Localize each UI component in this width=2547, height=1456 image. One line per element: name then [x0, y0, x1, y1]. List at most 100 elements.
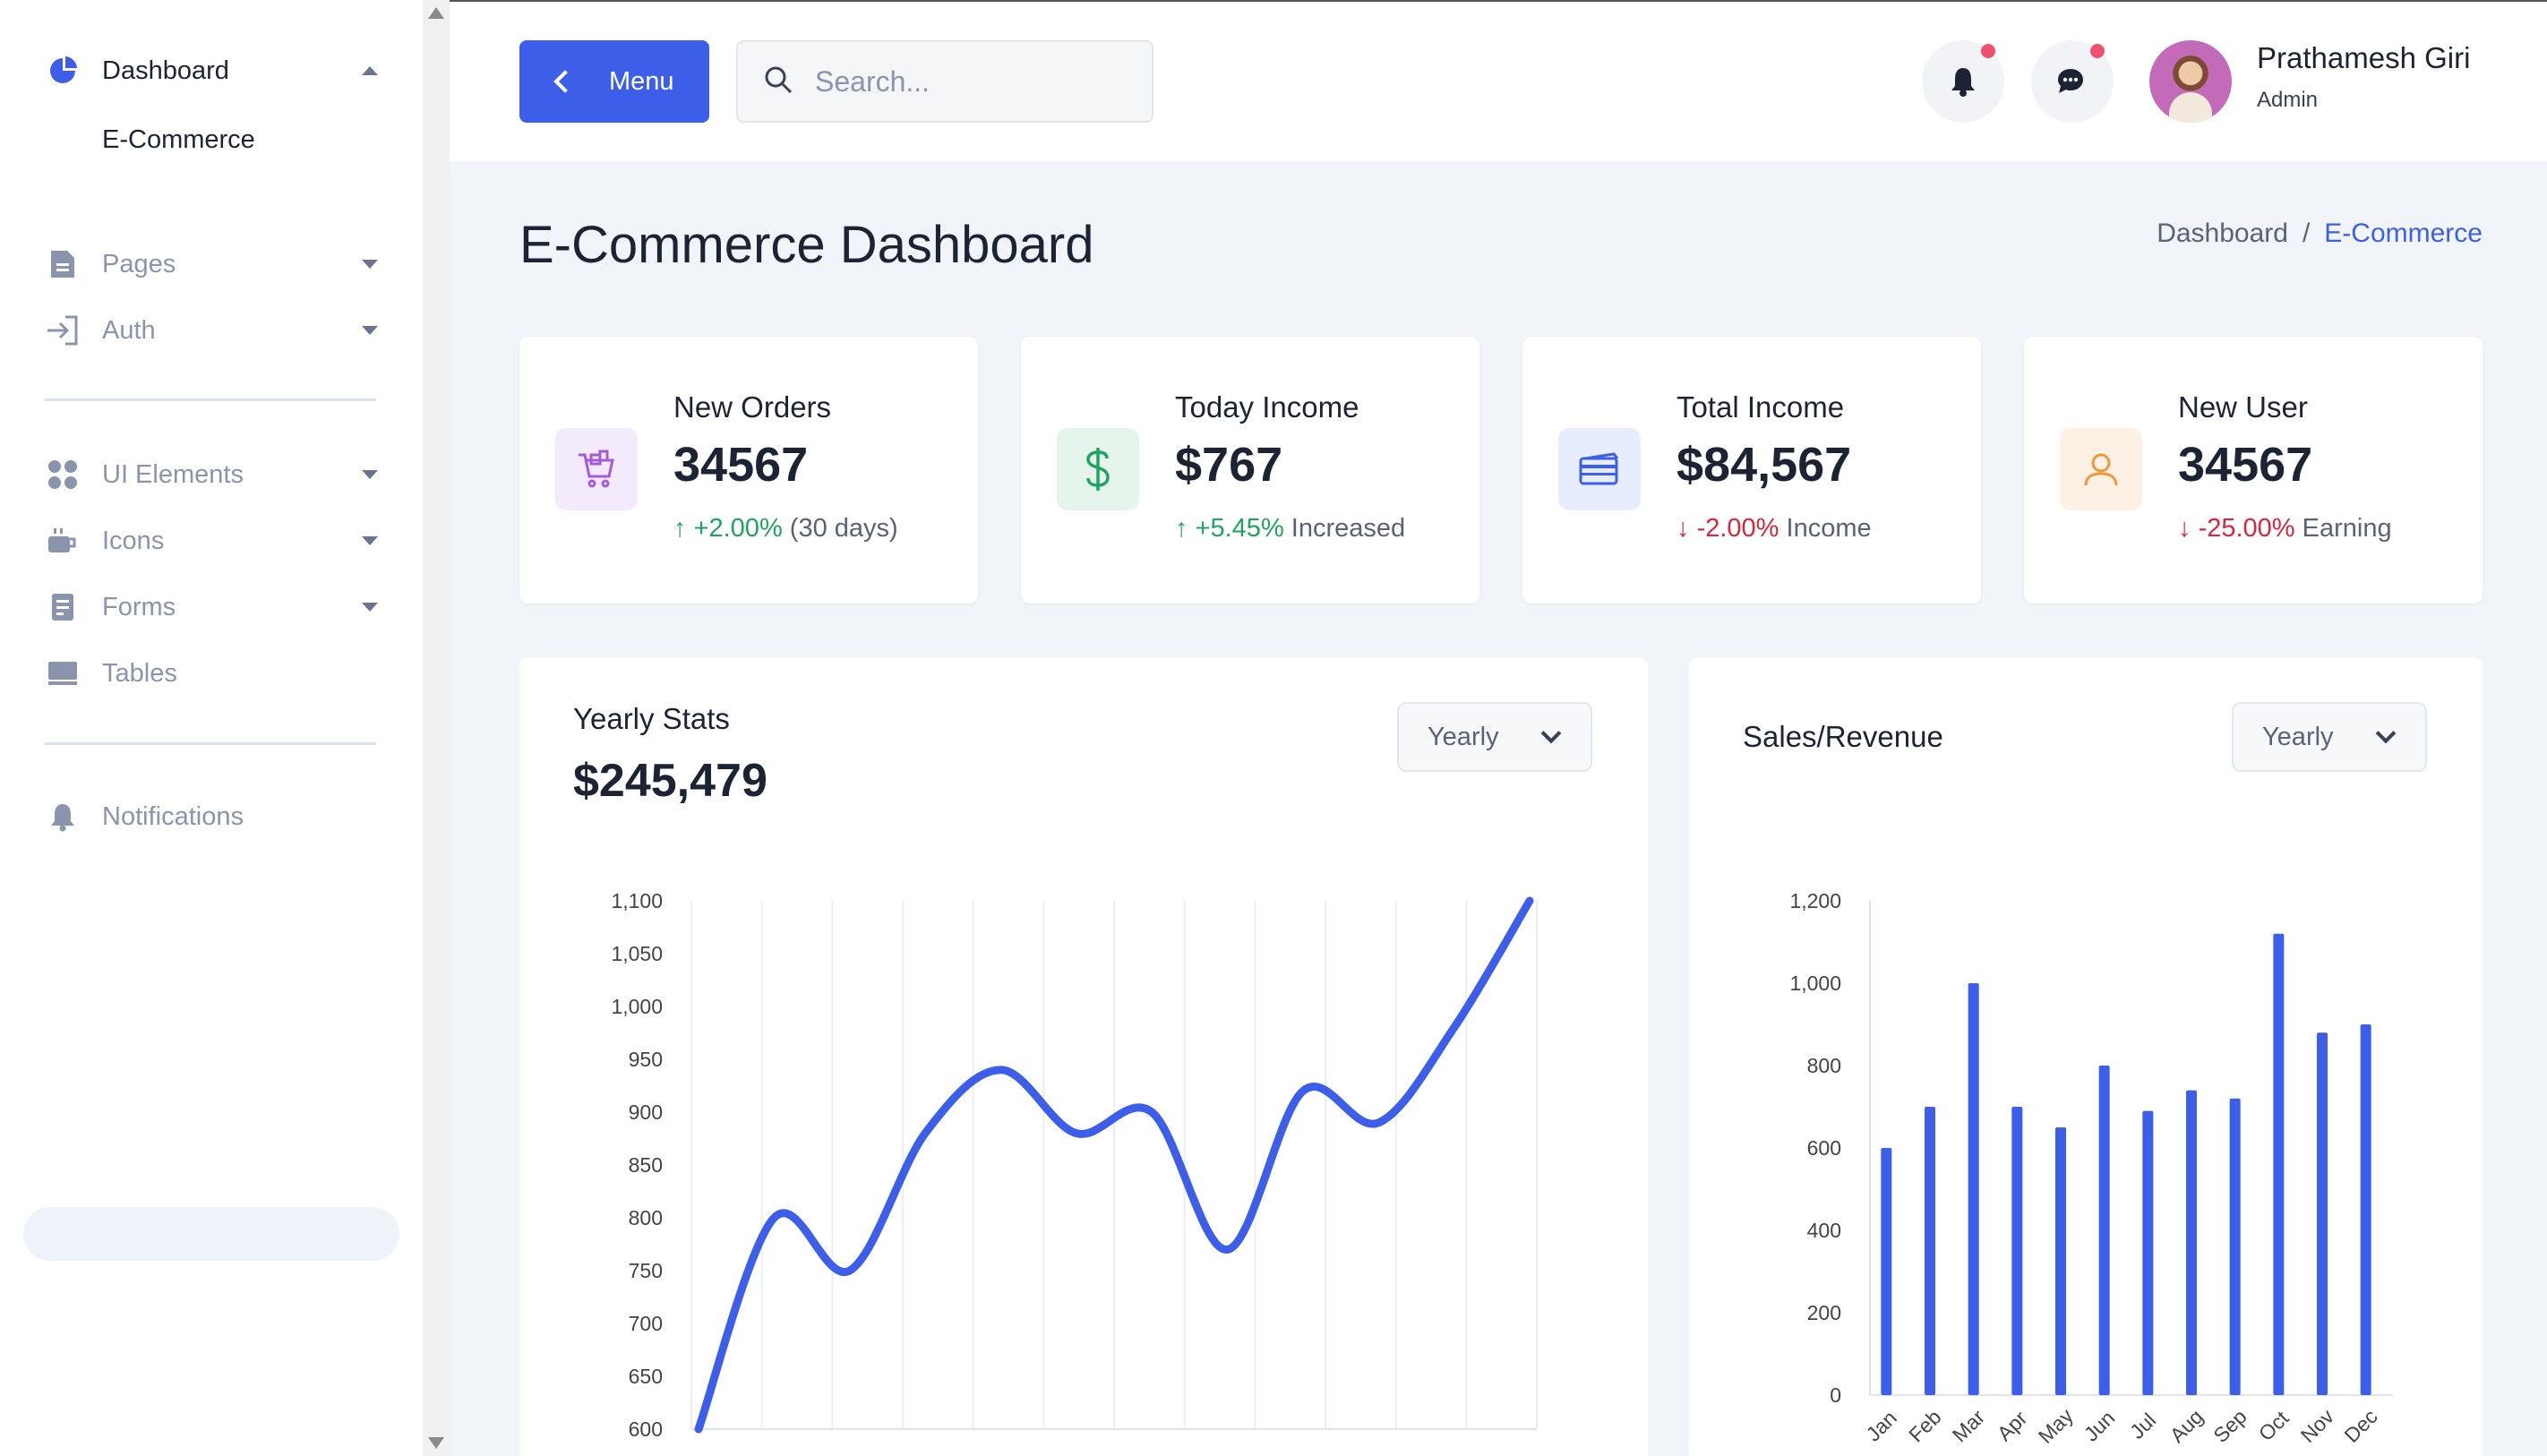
yearly-stats-panel: Yearly Stats $245,479 Yearly 1,100 1,050 1… [519, 657, 1648, 1456]
x-tick-label: May [2034, 1403, 2078, 1447]
series-line [694, 896, 1534, 1434]
x-tick-label: Sep [2208, 1405, 2251, 1447]
card-title: New Orders [673, 390, 832, 424]
sales-revenue-panel: Sales/Revenue Yearly 1,200 1,000 800 600 400… [1689, 657, 2483, 1456]
avatar[interactable] [2149, 40, 2232, 123]
chevron-down-icon [362, 470, 378, 479]
x-tick-label: Aug [2165, 1405, 2208, 1447]
sidebar-item-ui-elements[interactable]: UI Elements [45, 452, 378, 497]
bar [1925, 1107, 1935, 1395]
y-tick-label: 850 [629, 1153, 663, 1177]
sidebar-item-pages[interactable]: Pages [45, 242, 378, 287]
y-tick-label: 650 [629, 1365, 663, 1388]
sidebar-footer-pill [23, 1207, 399, 1261]
menu-button[interactable]: Menu [519, 40, 709, 123]
sidebar-item-tables[interactable]: Tables [45, 651, 378, 696]
search-icon [763, 64, 793, 99]
card-title: Total Income [1677, 390, 1845, 424]
card-title: Today Income [1175, 390, 1359, 424]
chevron-left-icon [553, 70, 577, 93]
panel-title: Sales/Revenue [1743, 720, 1943, 753]
sidebar-item-auth[interactable]: Auth [45, 308, 378, 353]
card-trend: ↓ -2.00% Income [1677, 514, 1872, 544]
bar [2229, 1098, 2241, 1395]
message-dot [2090, 44, 2105, 58]
stat-card-today-income: Today Income $767 ↑ +5.45% Increased [1021, 337, 1479, 604]
yearly-stats-line-chart: 1,100 1,050 1,000 950 900 850 800 750 700 650 600 [611, 889, 1538, 1441]
arrow-down-icon: ↓ [2178, 514, 2191, 543]
notifications-button[interactable] [1922, 40, 2004, 123]
y-tick-label: 750 [629, 1259, 663, 1282]
y-tick-label: 1,000 [1789, 972, 1841, 995]
sidebar-item-forms[interactable]: Forms [45, 585, 378, 630]
sidebar-item-label: UI Elements [102, 459, 244, 489]
sidebar-item-label: Pages [102, 249, 176, 278]
sidebar-subitem-ecommerce[interactable]: E-Commerce [102, 125, 255, 154]
trend-text: (30 days) [789, 514, 898, 543]
sidebar-scrollbar[interactable] [423, 0, 450, 1456]
arrow-up-icon: ↑ [673, 514, 687, 543]
sidebar-item-icons[interactable]: Icons [45, 518, 378, 563]
trend-text: Earning [2302, 514, 2392, 543]
document-icon [45, 246, 81, 282]
chevron-down-icon [362, 326, 378, 335]
y-tick-label: 800 [1807, 1054, 1841, 1077]
bar [1881, 1148, 1892, 1395]
card-value: 34567 [673, 438, 809, 492]
y-tick-label: 200 [1807, 1301, 1841, 1324]
x-tick-label: Feb [1904, 1405, 1945, 1446]
sidebar-item-label: Auth [102, 315, 156, 345]
dollar-icon [1057, 428, 1139, 510]
user-role: Admin [2257, 88, 2319, 112]
chevron-down-icon [362, 603, 378, 612]
user-name[interactable]: Prathamesh Giri [2257, 41, 2471, 74]
menu-button-label: Menu [609, 66, 674, 96]
sidebar-item-notifications[interactable]: Notifications [45, 794, 378, 839]
y-tick-label: 0 [1830, 1383, 1841, 1407]
notification-dot [1981, 44, 1995, 58]
trend-text: Increased [1291, 514, 1406, 543]
scroll-down-icon[interactable] [428, 1437, 444, 1449]
x-tick-label: Jul [2125, 1409, 2160, 1443]
scroll-up-icon[interactable] [428, 7, 444, 19]
sidebar-divider [45, 742, 376, 745]
chevron-down-icon [362, 536, 378, 545]
cart-icon [555, 428, 638, 510]
panel-value: $245,479 [573, 755, 768, 807]
x-tick-label: Jan [1861, 1406, 1901, 1446]
trend-value: -2.00% [1696, 514, 1779, 543]
credit-card-icon [1558, 428, 1641, 510]
form-icon [45, 589, 81, 625]
messages-button[interactable] [2031, 40, 2114, 123]
x-tick-label: Jun [2080, 1406, 2120, 1446]
table-icon [45, 655, 81, 691]
grid-icon [45, 457, 81, 492]
sidebar-item-dashboard[interactable]: Dashboard [45, 48, 378, 93]
card-value: $84,567 [1677, 438, 1852, 492]
x-tick-label: Apr [1993, 1406, 2032, 1445]
bar [2098, 1066, 2110, 1395]
arrow-down-icon: ↓ [1677, 514, 1690, 543]
stat-card-total-income: Total Income $84,567 ↓ -2.00% Income [1522, 337, 1981, 604]
chevron-up-icon [362, 66, 378, 75]
sales-revenue-period-select[interactable]: Yearly [2232, 702, 2427, 772]
search-input[interactable] [815, 64, 1137, 98]
y-tick-label: 1,200 [1789, 889, 1841, 912]
search-box[interactable] [736, 40, 1153, 123]
select-value: Yearly [1428, 722, 1499, 751]
sidebar: Dashboard E-Commerce Pages Auth UI Eleme… [0, 0, 423, 1456]
chat-icon [2058, 69, 2083, 93]
y-tick-label: 1,050 [611, 942, 663, 965]
y-tick-label: 1,000 [611, 995, 663, 1018]
x-tick-label: Oct [2254, 1406, 2294, 1445]
trend-value: +5.45% [1195, 514, 1284, 543]
y-tick-label: 800 [629, 1206, 663, 1229]
panel-title: Yearly Stats [573, 702, 730, 735]
breadcrumb-root[interactable]: Dashboard [2157, 218, 2288, 248]
card-title: New User [2178, 390, 2308, 424]
sidebar-item-label: Notifications [102, 801, 244, 831]
yearly-stats-period-select[interactable]: Yearly [1397, 702, 1592, 772]
card-value: 34567 [2178, 438, 2313, 492]
bell-icon [1951, 68, 1975, 97]
